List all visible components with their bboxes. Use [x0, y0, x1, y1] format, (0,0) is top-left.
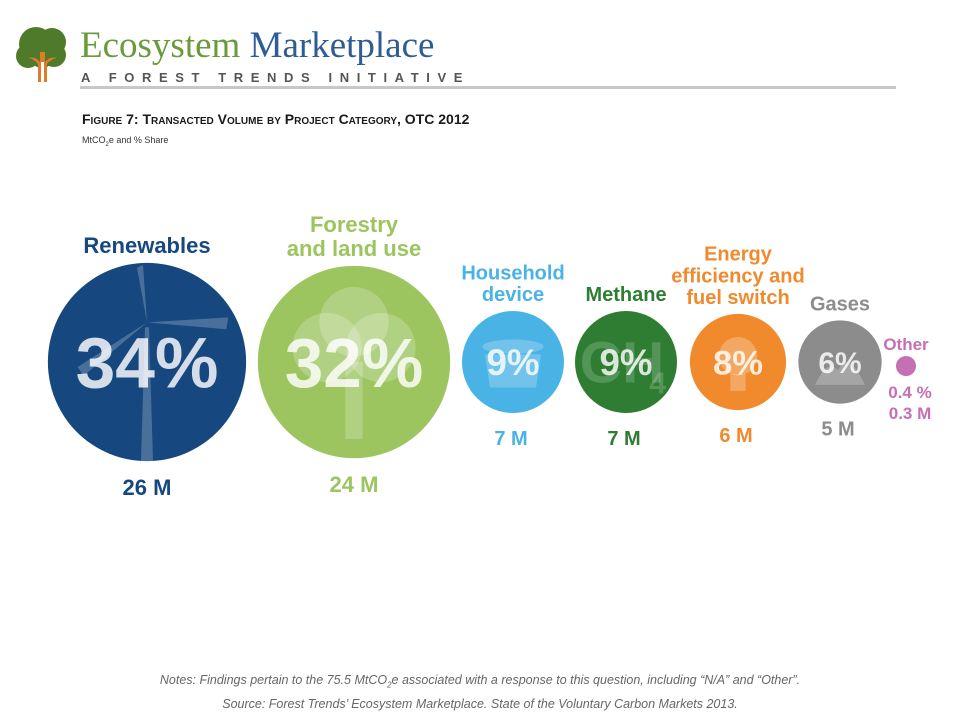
share-label-1: 32% [285, 324, 424, 402]
category-label-2-0: Household [461, 262, 564, 284]
category-label-0-0: Renewables [83, 233, 210, 258]
notes-line-2: Source: Forest Trends’ Ecosystem Marketp… [222, 696, 738, 711]
bubble-2 [462, 311, 564, 413]
category-label-1-0: Forestry [310, 212, 399, 237]
bubble-1 [257, 265, 451, 459]
volume-label-1: 24 M [330, 472, 379, 497]
category-label-6-0: Other [883, 335, 929, 354]
volume-label-6: 0.3 M [889, 404, 932, 423]
volume-label-4: 6 M [719, 425, 752, 447]
subtitle-subscript: 2 [105, 141, 109, 148]
tree-icon [292, 312, 362, 383]
bubble-0 [47, 262, 247, 462]
category-label-4-1: efficiency and [671, 265, 804, 287]
notes: Notes: Findings pertain to the 75.5 MtCO… [0, 671, 960, 713]
cookstove-icon [484, 354, 542, 388]
notes-subscript: 2 [387, 680, 392, 690]
brand-tagline: A FOREST TRENDS INITIATIVE [81, 70, 470, 85]
wind-turbine-icon [141, 327, 153, 462]
category-label-4-2: fuel switch [686, 287, 789, 309]
bubble-3 [575, 311, 677, 413]
subtitle-text-post: e and % Share [108, 135, 169, 145]
brand-name: Ecosystem Marketplace [80, 26, 434, 66]
figure-title: Figure 7: Transacted Volume by Project C… [82, 111, 470, 127]
volume-label-3: 7 M [607, 428, 640, 450]
gas-cloud-icon [815, 362, 865, 385]
svg-text:4: 4 [649, 367, 666, 401]
share-label-2: 9% [486, 342, 539, 383]
ch4-icon: CH [580, 330, 665, 395]
bubble-6 [896, 356, 916, 376]
tree-logo-icon [16, 27, 66, 82]
volume-label-2: 7 M [494, 428, 527, 450]
category-label-3-0: Methane [585, 284, 666, 306]
brand-word-marketplace: Marketplace [249, 25, 435, 66]
notes-text-post: e associated with a response to this que… [391, 673, 801, 687]
brand-word-ecosystem: Ecosystem [80, 25, 241, 66]
category-label-5-0: Gases [810, 293, 870, 315]
subtitle-text-pre: MtCO [82, 135, 106, 145]
category-label-4-0: Energy [704, 244, 773, 266]
header-divider [80, 86, 896, 89]
figure-subtitle: MtCO2e and % Share [82, 135, 168, 148]
share-label-3: 9% [599, 342, 652, 383]
light-bulb-icon [718, 336, 758, 376]
category-label-2-1: device [482, 284, 544, 306]
bubble-5 [798, 320, 882, 404]
share-label-4: 8% [713, 344, 763, 382]
notes-line-1: Notes: Findings pertain to the 75.5 MtCO… [0, 671, 960, 695]
share-label-6: 0.4 % [888, 383, 931, 402]
bubble-4 [689, 313, 787, 411]
category-label-1-1: and land use [287, 236, 421, 261]
volume-label-5: 5 M [821, 419, 854, 441]
notes-text-pre: Notes: Findings pertain to the 75.5 MtCO [159, 673, 388, 687]
share-label-0: 34% [76, 324, 219, 404]
volume-label-0: 26 M [123, 475, 172, 500]
share-label-5: 6% [818, 347, 861, 380]
